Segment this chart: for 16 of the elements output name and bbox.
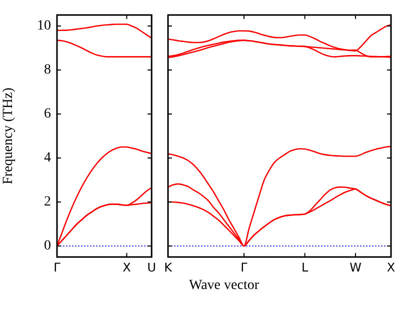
- x-tick-label: K: [164, 260, 174, 274]
- x-tick-label: Γ: [54, 260, 61, 274]
- x-tick-label: Γ: [240, 260, 248, 274]
- y-tick-label: 4: [44, 150, 51, 166]
- y-axis-title: Frequency (THz): [1, 87, 16, 184]
- x-tick-label: U: [147, 260, 156, 274]
- y-tick-label: 0: [44, 238, 51, 254]
- y-tick-label: 2: [44, 194, 51, 210]
- y-tick-label: 10: [37, 18, 51, 34]
- x-tick-label: X: [122, 260, 131, 274]
- x-tick-label: X: [386, 260, 396, 274]
- y-tick-label: 6: [44, 106, 51, 122]
- x-axis-title: Wave vector: [188, 278, 260, 294]
- y-tick-label: 8: [44, 62, 51, 78]
- x-tick-label: W: [350, 260, 362, 274]
- x-tick-label: L: [301, 260, 308, 274]
